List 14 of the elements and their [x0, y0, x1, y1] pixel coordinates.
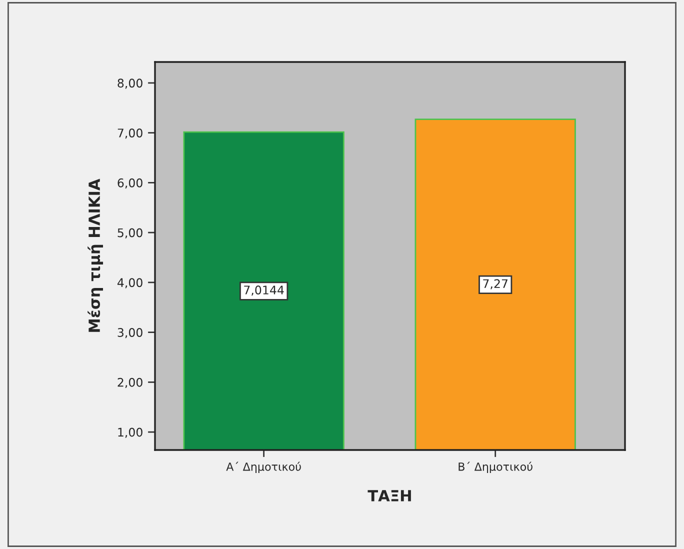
- data-label: 7,27: [483, 279, 508, 290]
- y-tick-label: 4,00: [117, 278, 142, 288]
- y-axis-title: Μέση τιμή ΗΛΙΚΙΑ: [88, 178, 104, 332]
- y-tick-label: 6,00: [118, 178, 142, 189]
- x-axis-title: ΤΑΞΗ: [368, 490, 411, 502]
- y-tick-label: 5,00: [118, 228, 142, 238]
- x-tick-label: Α΄ Δημοτικού: [226, 462, 301, 474]
- data-label: 7,0144: [244, 286, 284, 296]
- y-tick-label: 2,00: [118, 378, 142, 388]
- y-tick-label: 1,00: [118, 428, 142, 438]
- y-tick-label: 8,00: [118, 78, 142, 89]
- x-tick-label: Β΄ Δημοτικού: [458, 462, 532, 474]
- y-tick-label: 7,00: [118, 128, 142, 139]
- y-tick-label: 3,00: [118, 328, 142, 338]
